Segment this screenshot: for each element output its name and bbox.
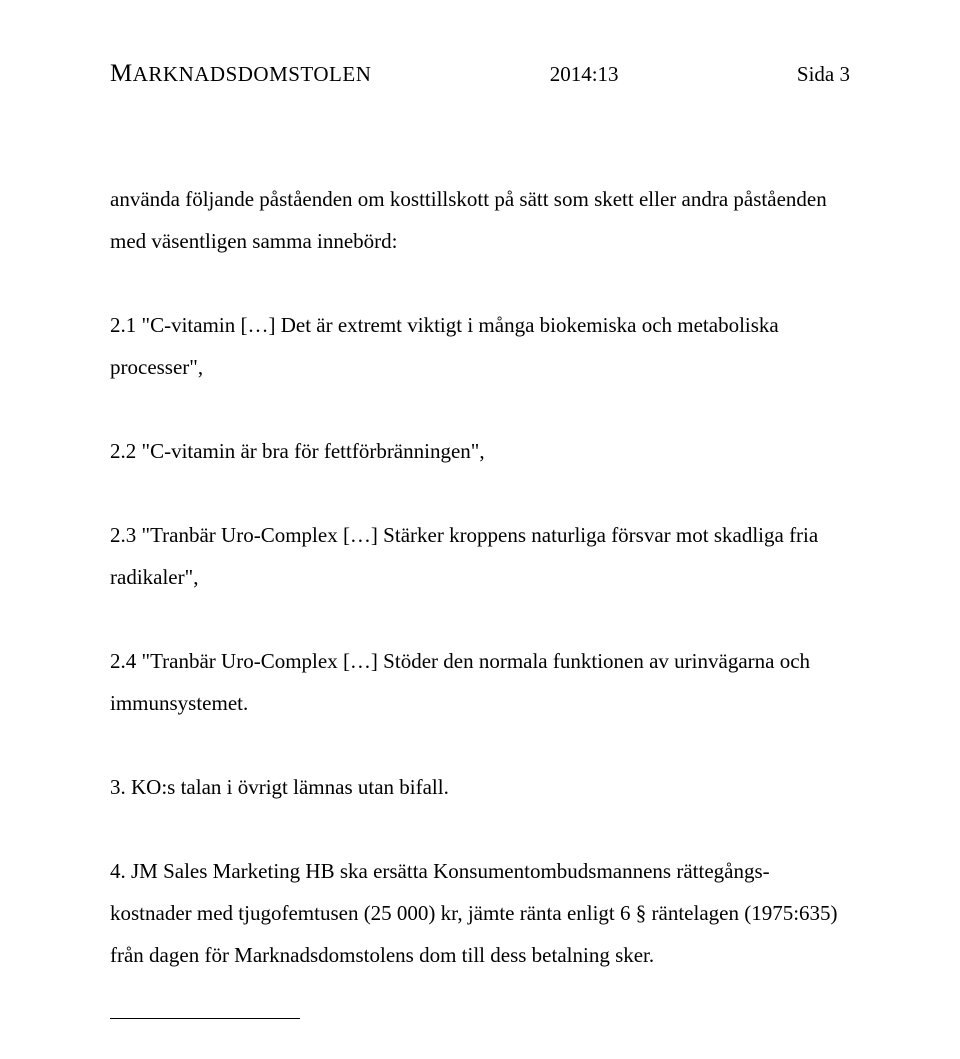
footnote-separator <box>110 1018 300 1019</box>
page-header: MARKNADSDOMSTOLEN 2014:13 Sida 3 <box>110 60 850 88</box>
paragraph: använda följande påståenden om kosttills… <box>110 178 850 262</box>
document-page: MARKNADSDOMSTOLEN 2014:13 Sida 3 använda… <box>0 0 960 1059</box>
paragraph: 2.1 "C-vitamin […] Det är extremt viktig… <box>110 304 850 388</box>
page-number: Sida 3 <box>797 62 850 87</box>
paragraph: 3. KO:s talan i övrigt lämnas utan bifal… <box>110 766 850 808</box>
paragraph: 2.2 "C-vitamin är bra för fettförbrännin… <box>110 430 850 472</box>
paragraph: 2.4 "Tranbär Uro-Complex […] Stöder den … <box>110 640 850 724</box>
paragraph: 2.3 "Tranbär Uro-Complex […] Stärker kro… <box>110 514 850 598</box>
paragraph: 4. JM Sales Marketing HB ska ersätta Kon… <box>110 850 850 976</box>
document-body: använda följande påståenden om kosttills… <box>110 178 850 976</box>
court-name: MARKNADSDOMSTOLEN <box>110 60 371 88</box>
case-number: 2014:13 <box>550 62 619 87</box>
